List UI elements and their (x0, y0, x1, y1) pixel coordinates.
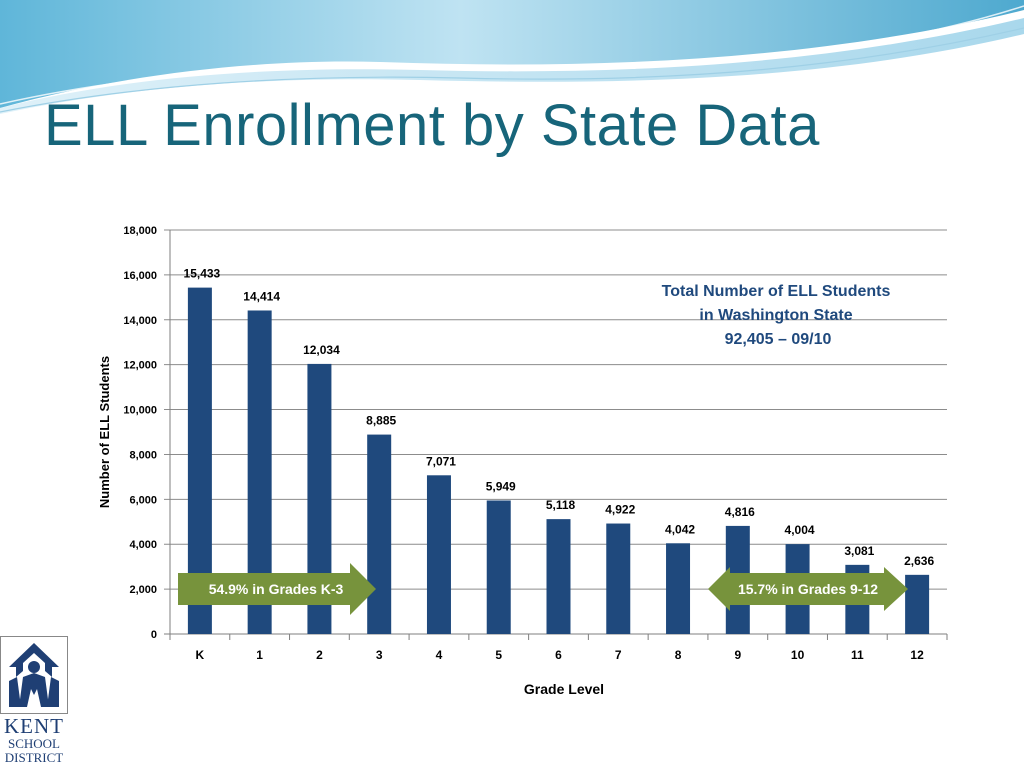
x-axis-ticks: K 1 2 3 4 5 6 7 8 9 10 11 12 (169, 634, 948, 662)
right-arrow-shape (178, 563, 376, 615)
data-label: 12,034 (303, 343, 340, 357)
y-tick-label: 4,000 (129, 539, 157, 551)
data-label: 7,071 (426, 454, 456, 468)
x-tick-label: K (196, 648, 205, 662)
callout-9-12-arrow: 15.7% in Grades 9-12 (708, 567, 908, 611)
logo-district-text: DISTRICT (4, 750, 64, 765)
callout-k3-label: 54.9% in Grades K-3 (209, 581, 344, 597)
y-axis-title: Number of ELL Students (97, 356, 112, 508)
annotation-line-3: 92,405 – 09/10 (725, 331, 832, 348)
callout-k3-arrow: 54.9% in Grades K-3 (178, 563, 376, 615)
y-tick-label: 0 (151, 629, 157, 641)
y-tick-label: 2,000 (129, 584, 157, 596)
x-tick-label: 11 (851, 648, 864, 662)
double-arrow-shape (708, 567, 908, 611)
data-label: 4,816 (725, 505, 755, 519)
bar-grade-6 (546, 519, 571, 634)
annotation-line-1: Total Number of ELL Students (662, 283, 891, 300)
x-tick-label: 3 (376, 648, 383, 662)
data-label: 4,042 (665, 522, 695, 536)
slide-title: ELL Enrollment by State Data (44, 93, 820, 158)
x-tick-label: 8 (675, 648, 682, 662)
bar-data-labels: 15,433 14,414 12,034 8,885 7,071 5,949 5,118 4,… (184, 267, 935, 568)
family-house-icon (9, 643, 59, 707)
data-label: 5,118 (546, 498, 576, 512)
y-tick-label: 6,000 (129, 494, 157, 506)
x-tick-label: 10 (791, 648, 805, 662)
bar-grade-12 (905, 574, 930, 634)
logo-kent-text: KENT (4, 714, 64, 738)
gridlines (164, 229, 947, 635)
data-label: 5,949 (486, 479, 516, 493)
data-label: 4,004 (785, 523, 815, 537)
x-tick-label: 9 (734, 648, 741, 662)
x-tick-label: 12 (910, 648, 924, 662)
data-label: 15,433 (184, 267, 221, 281)
y-tick-label: 8,000 (129, 449, 157, 461)
total-annotation: Total Number of ELL Students in Washingt… (662, 283, 891, 348)
logo-school-text: SCHOOL (7, 736, 60, 751)
data-label: 3,081 (844, 544, 874, 558)
x-tick-label: 2 (316, 648, 323, 662)
bar-grade-5 (486, 500, 511, 634)
x-axis-title: Grade Level (524, 681, 604, 697)
x-tick-label: 4 (436, 648, 443, 662)
bar-grade-8 (666, 543, 691, 634)
y-tick-label: 14,000 (123, 315, 157, 327)
callout-9-12-label: 15.7% in Grades 9-12 (738, 581, 878, 597)
data-label: 14,414 (243, 289, 280, 303)
bar-grade-3 (367, 434, 392, 634)
x-tick-label: 7 (615, 648, 622, 662)
y-tick-label: 18,000 (123, 225, 157, 237)
header-wave-banner (0, 0, 1024, 114)
y-tick-label: 10,000 (123, 405, 157, 417)
y-tick-label: 12,000 (123, 360, 157, 372)
bar-grade-7 (606, 523, 631, 634)
bar-grade-4 (426, 475, 451, 634)
x-tick-label: 5 (495, 648, 502, 662)
data-label: 8,885 (366, 414, 396, 428)
logo-emblem (0, 636, 68, 714)
x-tick-label: 6 (555, 648, 562, 662)
kent-school-district-logo: KENT SCHOOL DISTRICT (0, 636, 68, 768)
data-label: 2,636 (904, 554, 934, 568)
data-label: 4,922 (605, 503, 635, 517)
x-tick-label: 1 (256, 648, 263, 662)
y-tick-label: 16,000 (123, 270, 157, 282)
y-axis-ticks: 0 2,000 4,000 6,000 8,000 10,000 12,000 14,000 1… (123, 225, 157, 641)
annotation-line-2: in Washington State (699, 307, 852, 324)
